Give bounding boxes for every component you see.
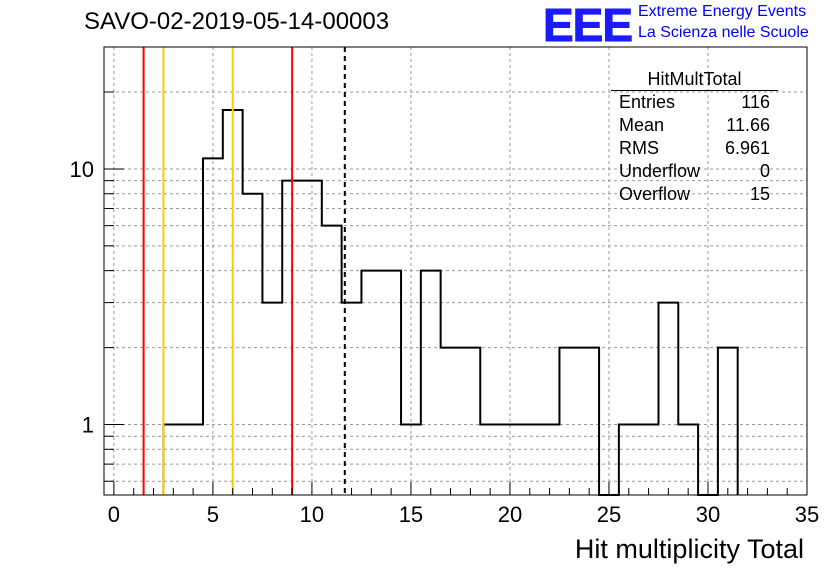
stats-label: Entries xyxy=(619,92,676,112)
x-tick-label: 5 xyxy=(207,502,219,527)
histogram-bin xyxy=(322,226,342,495)
histogram-bin xyxy=(421,271,441,495)
x-axis-title: Hit multiplicity Total xyxy=(574,534,804,564)
histogram-bin xyxy=(361,271,381,495)
stats-value: 116 xyxy=(741,92,770,112)
stats-value: 15 xyxy=(749,184,770,204)
histogram-bin xyxy=(203,158,223,495)
histogram-bin xyxy=(302,181,322,495)
histogram-bin xyxy=(718,348,738,495)
histogram-bin xyxy=(619,425,639,495)
x-tick-label: 0 xyxy=(108,502,120,527)
histogram-bin xyxy=(639,425,659,495)
stats-label: Overflow xyxy=(619,184,691,204)
histogram-bin xyxy=(381,271,401,495)
histogram-bin xyxy=(183,425,203,495)
stats-label: Underflow xyxy=(619,161,701,181)
stats-row-rms: RMS 6.961 xyxy=(611,137,778,160)
stats-box: HitMultTotal Entries 116 Mean 11.66 RMS … xyxy=(611,69,778,206)
x-tick-label: 20 xyxy=(498,502,522,527)
stats-label: Mean xyxy=(619,115,665,135)
y-tick-label: 1 xyxy=(82,413,94,438)
stats-row-mean: Mean 11.66 xyxy=(611,114,778,137)
histogram-bin xyxy=(480,425,500,495)
stats-value: 11.66 xyxy=(726,115,770,135)
stats-row-overflow: Overflow 15 xyxy=(611,183,778,206)
stats-row-entries: Entries 116 xyxy=(611,91,778,114)
logo-line-2: La Scienza nelle Scuole xyxy=(638,24,809,41)
stats-value: 6.961 xyxy=(724,138,770,158)
histogram-bin xyxy=(559,348,579,495)
eee-logo: EEE xyxy=(542,0,633,51)
x-tick-label: 10 xyxy=(300,502,324,527)
histogram-bin xyxy=(579,348,599,495)
histogram-bin xyxy=(441,348,461,495)
histogram-bin xyxy=(658,303,678,495)
histogram-bin xyxy=(540,425,560,495)
run-title: SAVO-02-2019-05-14-00003 xyxy=(84,8,390,35)
logo-line-1: Extreme Energy Events xyxy=(638,3,807,20)
x-tick-label: 15 xyxy=(399,502,423,527)
histogram-outline xyxy=(162,109,739,496)
histogram-bin xyxy=(460,348,480,495)
stats-value: 0 xyxy=(759,161,770,181)
histogram-bin xyxy=(520,425,540,495)
x-tick-label: 30 xyxy=(696,502,720,527)
stats-label: RMS xyxy=(619,138,659,158)
x-tick-label: 35 xyxy=(795,502,819,527)
stats-row-underflow: Underflow 0 xyxy=(611,160,778,183)
x-tick-label: 25 xyxy=(597,502,621,527)
histogram-bin xyxy=(243,194,263,495)
histogram-bin xyxy=(163,425,183,495)
histogram-bin xyxy=(262,303,282,495)
stats-title: HitMultTotal xyxy=(611,69,778,91)
y-tick-label: 10 xyxy=(70,157,94,182)
histogram-bin xyxy=(678,425,698,495)
